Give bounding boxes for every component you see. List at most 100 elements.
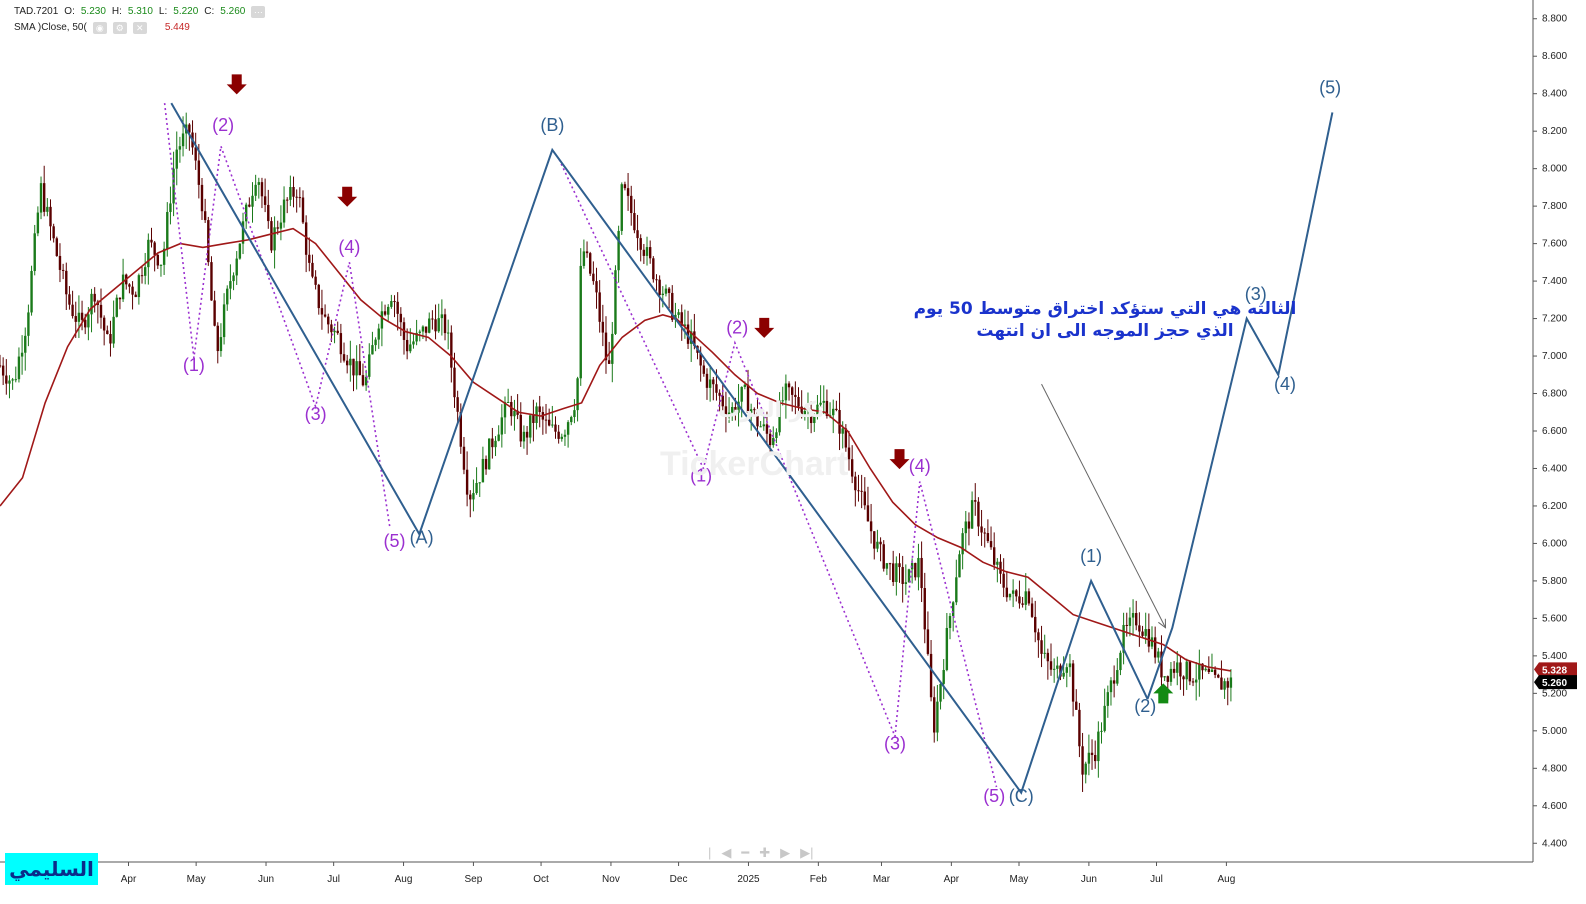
candle-body xyxy=(84,319,87,328)
candle-body xyxy=(901,567,904,584)
candle-body xyxy=(1191,681,1195,683)
close-value: 5.260 xyxy=(220,6,246,17)
candle-body xyxy=(147,239,150,268)
candle-body xyxy=(55,238,59,256)
candle-body xyxy=(106,330,109,335)
candle-body xyxy=(330,324,333,333)
candle-body xyxy=(440,314,444,319)
candle-body xyxy=(58,255,62,270)
y-tick-label: 4.400 xyxy=(1542,838,1567,849)
candle-body xyxy=(888,563,892,565)
y-tick-label: 5.200 xyxy=(1542,688,1567,699)
candle-body xyxy=(563,434,567,437)
candle-body xyxy=(1128,617,1132,626)
candle-body xyxy=(604,332,608,361)
candle-body xyxy=(1043,652,1046,654)
candle-body xyxy=(1138,625,1141,632)
candle-body xyxy=(753,409,756,411)
candle-body xyxy=(844,428,848,448)
candle-body xyxy=(570,417,573,423)
candle-body xyxy=(705,373,709,388)
candle-body xyxy=(469,494,472,500)
zoom-in-icon[interactable]: ✚ xyxy=(759,845,771,860)
settings-icon[interactable]: ⚙ xyxy=(112,22,127,34)
y-tick-label: 6.600 xyxy=(1542,426,1567,437)
candle-body xyxy=(813,416,816,424)
visibility-icon[interactable]: ◉ xyxy=(92,22,107,34)
candle-body xyxy=(20,352,24,357)
wave-label: (3) xyxy=(1245,284,1267,304)
candle-body xyxy=(175,149,178,169)
candle-body xyxy=(787,383,791,388)
candle-body xyxy=(1015,590,1018,597)
menu-icon[interactable]: ⋯ xyxy=(251,6,266,18)
candle-body xyxy=(1037,632,1040,641)
candle-body xyxy=(1005,587,1009,598)
candle-body xyxy=(538,406,541,413)
low-label: L: xyxy=(158,6,168,17)
candle-body xyxy=(323,314,327,317)
scroll-last-icon[interactable]: ▶| xyxy=(800,845,814,860)
y-tick-label: 7.000 xyxy=(1542,351,1567,362)
note-line-2: الذي حجز الموجه الى ان انتهت xyxy=(976,321,1234,341)
candle-body xyxy=(513,410,516,417)
candle-body xyxy=(693,331,696,346)
candle-body xyxy=(585,251,589,254)
candle-body xyxy=(951,602,955,617)
candle-body xyxy=(1112,680,1116,684)
candle-body xyxy=(222,304,226,338)
candle-body xyxy=(207,220,210,263)
scroll-prev-icon[interactable]: ◀ xyxy=(721,845,732,860)
candle-body xyxy=(948,616,952,628)
candle-body xyxy=(648,247,652,259)
candle-body xyxy=(292,187,295,197)
candle-body xyxy=(895,563,898,583)
candle-body xyxy=(598,292,601,322)
candle-body xyxy=(686,324,690,344)
zoom-out-icon[interactable]: ━ xyxy=(741,845,750,860)
candle-body xyxy=(143,267,147,276)
candle-body xyxy=(1065,667,1068,673)
scroll-first-icon[interactable]: | xyxy=(708,845,712,860)
candle-body xyxy=(721,395,724,407)
candle-body xyxy=(955,577,958,603)
x-tick-label: Jul xyxy=(327,874,340,885)
candle-body xyxy=(178,146,182,150)
analysis-note: الثالثه هي التي ستؤكد اختراق متوسط 50 يو… xyxy=(905,298,1305,342)
candle-body xyxy=(345,360,349,366)
candle-body xyxy=(699,352,702,366)
candle-body xyxy=(434,319,437,332)
sma-row: SMA )Close, 50( ◉ ⚙ ✕ 5.449 xyxy=(14,20,265,36)
candle-body xyxy=(1194,679,1198,683)
candle-body xyxy=(1176,662,1179,673)
wave-label: (1) xyxy=(1080,546,1102,566)
candle-body xyxy=(1056,665,1059,669)
candle-body xyxy=(809,409,813,424)
candle-body xyxy=(1144,629,1147,636)
candle-body xyxy=(197,160,201,185)
candle-body xyxy=(765,424,769,434)
candle-body xyxy=(708,379,712,388)
candle-body xyxy=(364,376,368,386)
y-tick-label: 6.000 xyxy=(1542,538,1567,549)
close-icon[interactable]: ✕ xyxy=(132,22,147,34)
candle-body xyxy=(835,408,838,410)
candle-body xyxy=(1125,624,1128,626)
scroll-next-icon[interactable]: ▶ xyxy=(780,845,791,860)
candle-body xyxy=(1034,616,1037,633)
candle-body xyxy=(557,431,560,439)
candle-body xyxy=(437,318,440,332)
candle-body xyxy=(169,203,172,212)
x-tick-label: May xyxy=(187,874,206,885)
candle-body xyxy=(1169,668,1173,682)
candle-body xyxy=(308,254,311,263)
candle-body xyxy=(1229,677,1233,688)
candle-body xyxy=(282,199,286,223)
candle-body xyxy=(273,227,276,251)
candle-body xyxy=(5,375,8,384)
candle-body xyxy=(800,406,803,415)
candle-body xyxy=(1100,730,1103,732)
pointer-line xyxy=(1041,383,1166,628)
candle-body xyxy=(667,288,671,293)
